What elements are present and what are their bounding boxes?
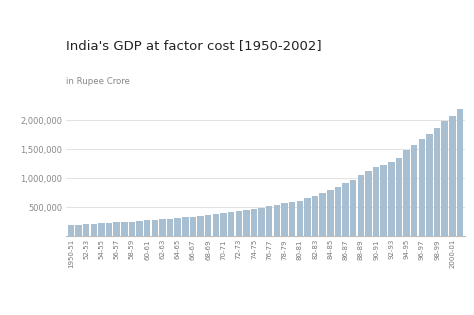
Bar xyxy=(113,222,120,236)
Bar xyxy=(182,217,189,236)
Bar xyxy=(159,219,166,236)
Bar xyxy=(434,128,440,236)
Bar xyxy=(220,213,227,236)
Text: India's GDP at factor cost [1950-2002]: India's GDP at factor cost [1950-2002] xyxy=(66,39,322,52)
Bar xyxy=(312,196,318,236)
Bar xyxy=(297,201,303,236)
Bar xyxy=(388,162,394,236)
Bar xyxy=(350,180,356,236)
Bar xyxy=(419,139,425,236)
Bar xyxy=(167,219,173,236)
Bar xyxy=(137,221,143,236)
Bar xyxy=(403,150,410,236)
Bar xyxy=(441,121,448,236)
Bar xyxy=(236,211,242,236)
Bar xyxy=(342,183,349,236)
Bar xyxy=(381,165,387,236)
Bar xyxy=(243,210,250,236)
Bar xyxy=(152,220,158,236)
Bar xyxy=(98,223,105,236)
Bar xyxy=(106,223,112,236)
Bar xyxy=(258,208,265,236)
Bar xyxy=(289,202,295,236)
Bar xyxy=(75,225,82,236)
Bar xyxy=(144,220,150,236)
Bar xyxy=(449,116,456,236)
Bar xyxy=(251,209,257,236)
Bar xyxy=(205,215,211,236)
Bar xyxy=(174,218,181,236)
Bar xyxy=(396,158,402,236)
Bar xyxy=(327,190,334,236)
Bar xyxy=(281,203,288,236)
Bar xyxy=(91,224,97,236)
Bar xyxy=(357,175,364,236)
Bar xyxy=(304,198,310,236)
Bar xyxy=(121,222,128,236)
Bar xyxy=(228,212,234,236)
Bar xyxy=(68,225,74,236)
Bar xyxy=(365,171,372,236)
Bar xyxy=(190,216,196,236)
Text: in Rupee Crore: in Rupee Crore xyxy=(66,77,130,86)
Bar xyxy=(411,146,418,236)
Bar xyxy=(426,135,433,236)
Bar xyxy=(83,224,90,236)
Bar xyxy=(373,167,379,236)
Bar xyxy=(197,216,204,236)
Bar xyxy=(273,205,280,236)
Bar xyxy=(213,214,219,236)
Bar xyxy=(266,206,273,236)
Bar xyxy=(319,193,326,236)
Bar xyxy=(335,186,341,236)
Bar xyxy=(129,222,135,236)
Bar xyxy=(457,109,463,236)
